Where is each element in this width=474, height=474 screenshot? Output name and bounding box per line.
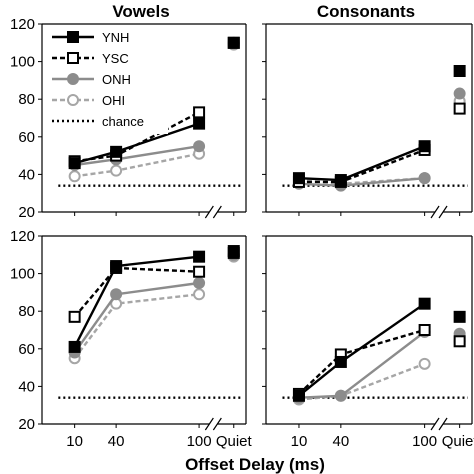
data-point-ynh <box>334 174 347 187</box>
data-point-ynh <box>68 157 81 170</box>
y-tick-label: 20 <box>18 416 35 433</box>
quiet-point-onh <box>453 87 466 100</box>
legend-marker-ynh <box>67 31 79 43</box>
data-point-ynh <box>110 260 123 273</box>
series-ynh <box>292 297 466 402</box>
data-point-ynh <box>418 140 431 153</box>
y-tick-label: 40 <box>18 166 35 183</box>
panel-bottom-right: 10 40 100 Quiet <box>262 235 474 450</box>
panel-top-right <box>262 23 473 220</box>
data-point-ynh <box>110 145 123 158</box>
axis-break-mark <box>212 417 222 431</box>
quiet-point-ysc <box>453 335 466 348</box>
data-point-ynh <box>68 340 81 353</box>
data-point-onh <box>193 277 206 289</box>
data-point-ynh <box>193 117 206 130</box>
quiet-point-ynh <box>227 36 240 49</box>
legend-label-ynh: YNH <box>102 30 129 45</box>
axis-break-mark <box>438 205 448 219</box>
data-point-onh <box>110 288 123 301</box>
axis-break-gap <box>435 204 444 220</box>
panel-top-left: 20 40 60 80 100 120 YNH YSC ONH OHI chance <box>10 16 247 221</box>
data-point-ysc <box>193 265 206 278</box>
legend-marker-ohi <box>67 94 79 106</box>
data-point-onh <box>193 140 206 153</box>
panel-title-consonants: Consonants <box>317 2 415 21</box>
axis-break-mark <box>212 205 222 219</box>
x-tick-label: 100 <box>412 433 437 450</box>
y-tick-label: 80 <box>18 91 35 108</box>
y-tick-label: 60 <box>18 341 35 358</box>
quiet-point-ynh <box>227 245 240 258</box>
quiet-point-ynh <box>453 310 466 323</box>
x-tick-label: Quiet <box>216 433 253 450</box>
axis-break-mark <box>430 417 440 431</box>
axis-break-gap <box>435 416 444 432</box>
axis-break-gap <box>209 416 218 432</box>
y-tick-label: 100 <box>10 54 35 71</box>
axis-break-mark <box>430 205 440 219</box>
legend: YNH YSC ONH OHI chance <box>46 26 168 134</box>
quiet-point-ynh <box>453 65 466 77</box>
y-tick-label: 100 <box>10 266 35 283</box>
series-ynh <box>292 65 466 187</box>
data-point-ysc <box>418 324 431 336</box>
data-point-ysc <box>193 106 206 119</box>
data-point-ysc <box>68 310 81 323</box>
data-point-ynh <box>292 172 305 185</box>
y-tick-label: 80 <box>18 303 35 320</box>
x-tick-label: 40 <box>333 433 350 450</box>
quiet-point-ysc <box>453 102 466 115</box>
series-ynh <box>68 36 240 170</box>
legend-marker-ysc <box>67 52 79 64</box>
x-tick-label: 40 <box>108 433 125 450</box>
data-point-ohi <box>68 170 81 183</box>
y-tick-label: 120 <box>10 16 35 33</box>
x-axis-label: Offset Delay (ms) <box>185 455 325 474</box>
legend-label-onh: ONH <box>102 72 131 87</box>
data-point-ohi <box>418 357 431 370</box>
x-tick-label: 10 <box>66 433 83 450</box>
x-tick-label: Quiet <box>442 433 474 450</box>
data-point-ynh <box>292 389 305 402</box>
data-point-ynh <box>418 297 431 310</box>
legend-label-chance: chance <box>102 114 144 129</box>
series-ynh <box>68 245 240 353</box>
data-point-onh <box>334 389 347 402</box>
y-tick-label: 60 <box>18 129 35 146</box>
panels: 20 40 60 80 100 120 YNH YSC ONH OHI chance 20 40 60 80… <box>10 16 474 450</box>
data-point-ohi <box>110 164 123 177</box>
legend-marker-onh <box>67 73 79 85</box>
data-point-ynh <box>193 250 206 263</box>
y-tick-label: 40 <box>18 378 35 395</box>
legend-label-ysc: YSC <box>102 51 129 66</box>
axis-break-mark <box>438 417 448 431</box>
panel-title-vowels: Vowels <box>112 2 169 21</box>
x-tick-label: 100 <box>187 433 212 450</box>
axis-break-gap <box>209 204 218 220</box>
x-tick-label: 10 <box>291 433 308 450</box>
y-tick-label: 20 <box>18 204 35 221</box>
data-point-onh <box>418 172 431 185</box>
axis-break-mark <box>204 417 214 431</box>
data-point-ohi <box>193 288 206 301</box>
data-point-ynh <box>334 355 347 368</box>
y-tick-label: 120 <box>10 228 35 245</box>
axis-break-mark <box>204 205 214 219</box>
legend-label-ohi: OHI <box>102 93 125 108</box>
